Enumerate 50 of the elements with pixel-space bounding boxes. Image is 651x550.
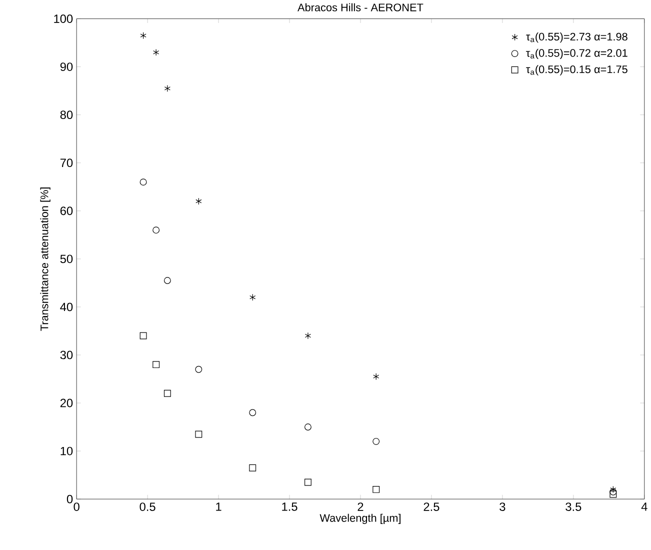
point [304,424,312,431]
legend-label: τ$_{a}$(0.55)=2.73 α=1.98 [526,32,628,43]
x-tick-label: 3.5 [566,502,582,512]
point [610,490,617,498]
point [373,373,380,380]
y-tick-label: 100 [54,14,73,24]
point [164,277,171,284]
point [152,361,160,368]
point [249,464,256,472]
legend-label: τ$_{a}$(0.55)=0.72 α=2.01 [526,48,628,60]
point [304,332,312,340]
point [195,430,202,438]
x-tick-label: 0.5 [140,502,156,512]
x-axis-title: Wavelength [µm] [320,514,400,524]
point [195,366,202,373]
y-tick-label: 60 [60,206,73,216]
y-tick-label: 40 [60,302,73,312]
y-tick-label: 10 [60,446,73,456]
x-tick-label: 4 [641,502,648,511]
legend-label: τ$_{a}$(0.55)=0.15 α=1.75 [526,65,628,76]
chart-title: Abracos Hills - AERONET [298,3,424,12]
point [153,49,160,56]
point [164,390,171,397]
point [372,486,380,494]
x-tick-label: 1.5 [282,502,298,511]
x-tick-label: 3 [500,502,506,512]
y-tick-label: 50 [60,254,73,264]
point [250,294,256,301]
point [140,178,147,186]
x-tick-label: 2 [358,502,364,511]
y-tick-label: 90 [60,62,73,72]
y-tick-label: 70 [60,158,73,168]
y-tick-label: 80 [60,110,73,120]
point [140,332,147,340]
x-tick-label: 2.5 [424,502,440,512]
point [372,438,380,446]
point [304,478,312,486]
y-tick-label: 20 [60,398,73,408]
y-tick-label: 0 [66,494,73,504]
point [610,488,617,496]
x-tick-label: 0 [74,502,80,512]
point [610,486,616,494]
point [140,32,146,40]
point [196,198,202,205]
point [152,226,160,234]
y-tick-label: 30 [60,350,73,360]
x-tick-label: 1 [216,502,222,511]
point [164,85,170,92]
y-axis-title: Transmittance attenuation [%] [40,188,50,331]
point [249,409,256,416]
